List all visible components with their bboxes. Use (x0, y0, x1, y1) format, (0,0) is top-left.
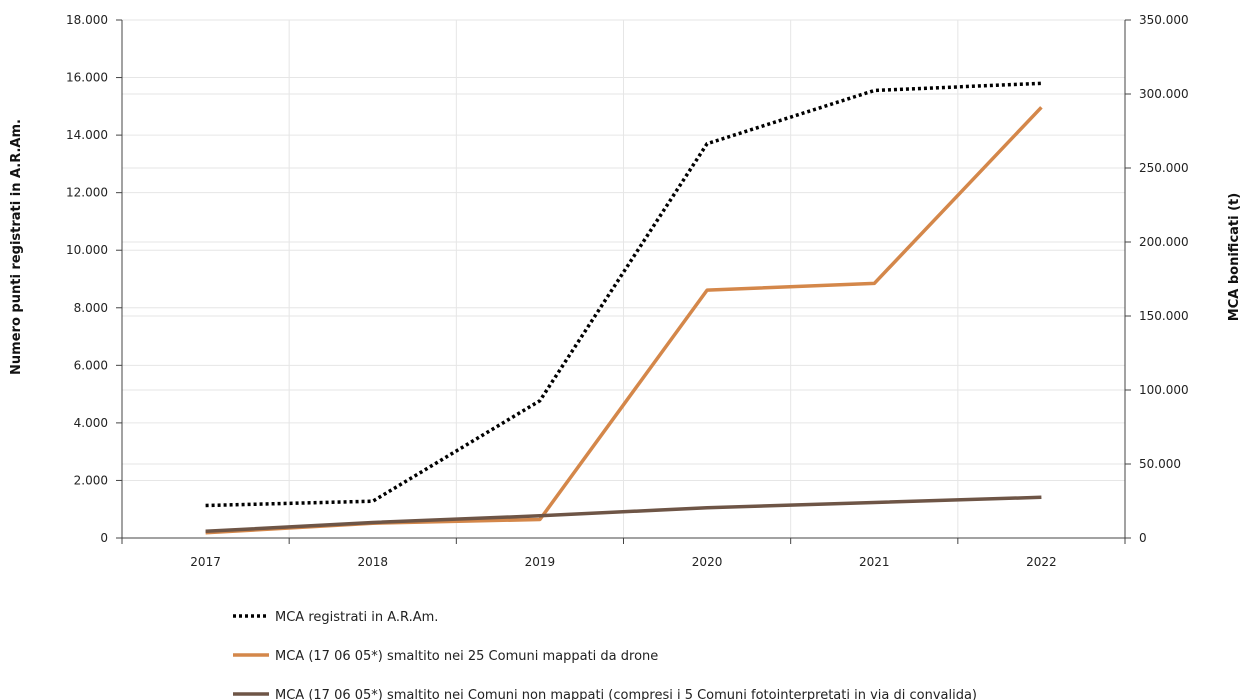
x-tick-label: 2017 (190, 555, 221, 569)
y-right-tick-labels: 0 50.000 100.000 150.000 200.000 250.000 300.0… (1139, 13, 1189, 545)
x-tick-label: 2018 (357, 555, 388, 569)
x-tick-label: 2021 (859, 555, 890, 569)
y-left-tick-label: 18.000 (66, 13, 108, 27)
series-line-1 (205, 81, 1042, 508)
grid-lines (122, 19, 1126, 538)
y-left-tick-label: 6.000 (74, 358, 108, 372)
y-right-tick-label: 100.000 (1139, 383, 1189, 397)
legend: MCA registrati in A.R.Am. MCA (17 06 05*)… (233, 610, 977, 700)
y-left-tick-label: 8.000 (74, 301, 108, 315)
series-line-3 (205, 495, 1042, 534)
y-left-tick-labels: 0 2.000 4.000 6.000 8.000 10.000 12.000 14.000 1… (66, 13, 108, 545)
x-tick-labels: 2017 2018 2019 2020 2021 2022 (190, 555, 1056, 569)
y-left-tick-label: 16.000 (66, 71, 108, 85)
y-right-tick-label: 150.000 (1139, 309, 1189, 323)
y-right-tick-label: 200.000 (1139, 235, 1189, 249)
y-left-tick-label: 12.000 (66, 186, 108, 200)
y-left-tick-label: 4.000 (74, 416, 108, 430)
y-left-tick-label: 0 (100, 531, 108, 545)
x-tick-label: 2019 (525, 555, 556, 569)
y-right-axis-title: MCA bonificati (t) (1227, 193, 1242, 321)
y-right-tick-label: 250.000 (1139, 161, 1189, 175)
y-right-tick-label: 50.000 (1139, 457, 1181, 471)
axes (116, 19, 1131, 544)
y-left-tick-label: 10.000 (66, 243, 108, 257)
y-right-tick-label: 0 (1139, 531, 1147, 545)
x-tick-label: 2020 (692, 555, 723, 569)
legend-label-3: MCA (17 06 05*) smaltito nei Comuni non … (275, 688, 977, 700)
y-right-tick-label: 300.000 (1139, 87, 1189, 101)
x-tick-label: 2022 (1026, 555, 1057, 569)
y-right-tick-label: 350.000 (1139, 13, 1189, 27)
y-left-axis-title: Numero punti registrati in A.R.Am. (9, 119, 24, 375)
series-lines (205, 81, 1043, 535)
y-left-tick-label: 14.000 (66, 128, 108, 142)
legend-label-1: MCA registrati in A.R.Am. (275, 610, 438, 625)
legend-label-2: MCA (17 06 05*) smaltito nei 25 Comuni m… (275, 649, 658, 664)
y-left-tick-label: 2.000 (74, 473, 108, 487)
